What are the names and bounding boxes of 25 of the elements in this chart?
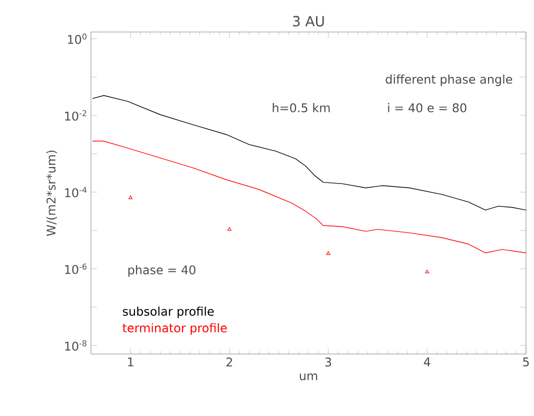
- text: subsolar profile: [122, 306, 214, 318]
- x-tick-label: 5: [523, 358, 529, 366]
- y-tick-label: 10$^{-6}$: [65, 264, 86, 274]
- x-tick-label: 3: [325, 358, 332, 367]
- annotation: different phase angle: [386, 74, 512, 86]
- y-tick-label: 10$^{0}$: [68, 34, 86, 44]
- line-series: [92, 95, 526, 210]
- point: [128, 196, 133, 200]
- x-tick-label: 4: [424, 358, 430, 366]
- x-tick-label: 1: [128, 358, 134, 366]
- y-tick-label: 10$^{-8}$: [65, 340, 86, 351]
- chart-title: 3 AU: [293, 16, 324, 26]
- y-tick-label: 10$^{-2}$: [65, 110, 86, 121]
- annotation: i = 40 e = 80: [388, 103, 466, 112]
- line-series: [92, 140, 526, 254]
- text: terminator profile: [122, 323, 227, 335]
- x-axis-title: um: [300, 373, 318, 380]
- point: [425, 270, 430, 274]
- y-tick-label: 10$^{-4}$: [65, 186, 87, 198]
- x-tick-label: 2: [226, 358, 232, 366]
- annotation: h=0.5 km: [272, 103, 330, 112]
- y-axis-title: W/(m2*sr*um): [46, 150, 57, 236]
- point: [227, 227, 232, 231]
- annotation: phase = 40: [128, 265, 196, 277]
- point: [326, 251, 330, 255]
